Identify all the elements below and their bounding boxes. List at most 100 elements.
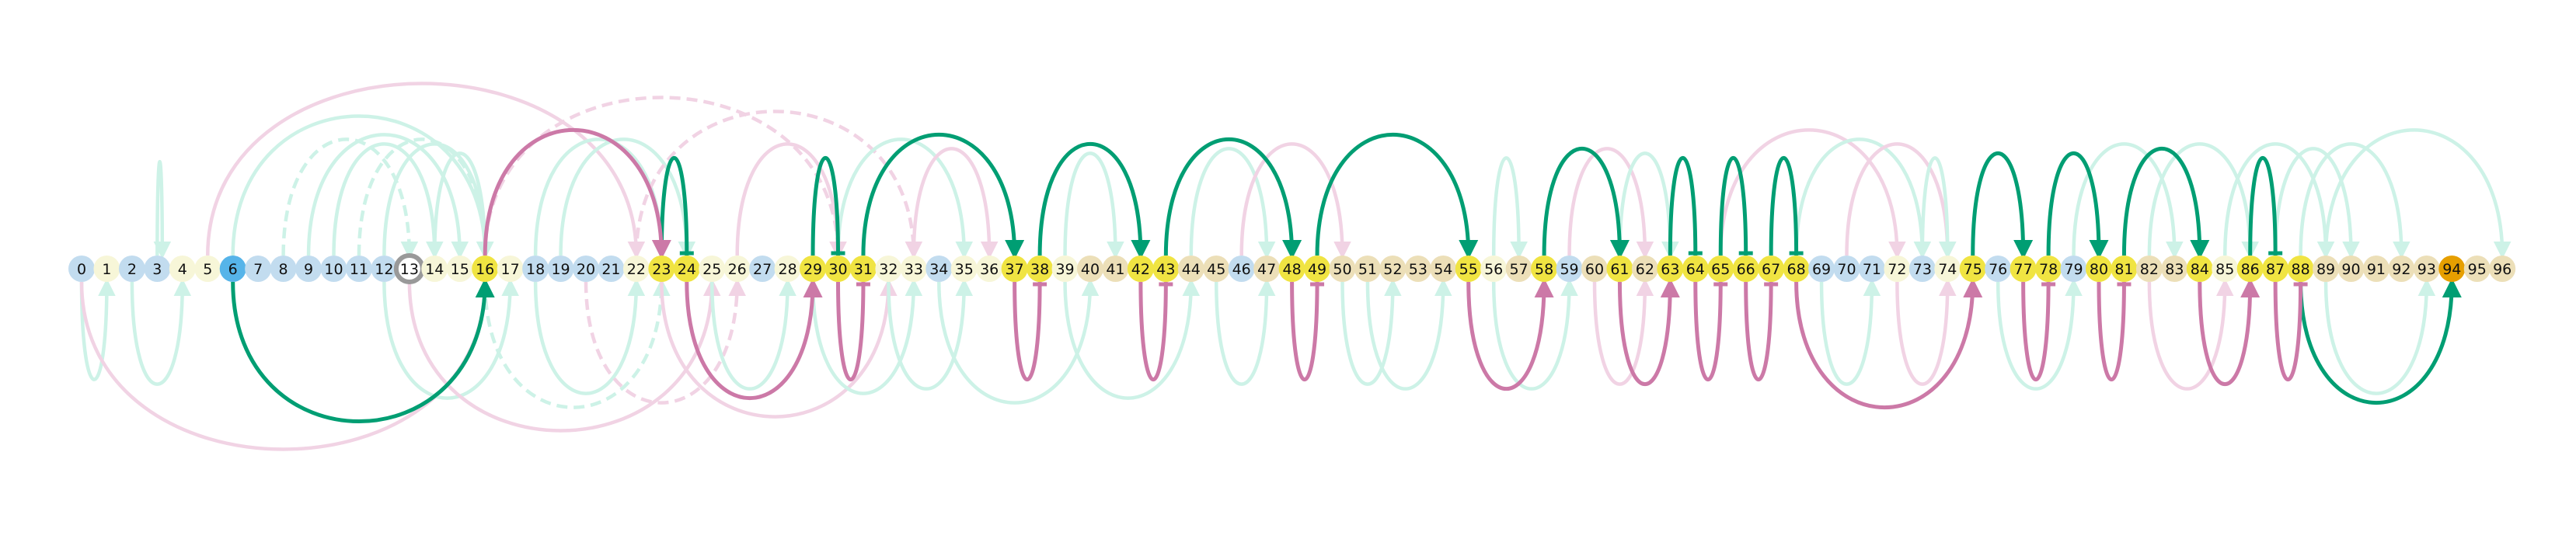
node-circle xyxy=(749,256,776,282)
node-circle xyxy=(1430,256,1457,282)
node-21: 21 xyxy=(598,256,625,282)
node-30: 30 xyxy=(824,256,852,282)
edge-42-43 xyxy=(1138,281,1168,382)
node-layer: 0 1 2 3 4 5 6 7 8 9 10 11 12 13 14 15 16 17 18 19 20 21 22 23 24… xyxy=(68,253,2516,284)
node-circle xyxy=(1833,256,1860,282)
node-22: 22 xyxy=(622,256,650,282)
node-circle xyxy=(673,256,700,282)
edge-12-17 xyxy=(382,278,519,400)
node-label: 52 xyxy=(1383,261,1402,278)
node-circle xyxy=(1329,256,1356,282)
node-label: 17 xyxy=(501,261,520,278)
node-label: 11 xyxy=(350,261,368,278)
edge-43-48 xyxy=(1163,137,1302,259)
edge-0-1 xyxy=(79,278,116,381)
node-89: 89 xyxy=(2313,256,2340,282)
node-24: 24 xyxy=(673,256,700,282)
node-label: 47 xyxy=(1257,261,1276,278)
edge-23-32 xyxy=(660,278,898,419)
node-circle xyxy=(1959,256,1986,282)
node-circle xyxy=(1732,256,1759,282)
node-16: 16 xyxy=(472,256,499,282)
edge-61-63 xyxy=(1617,278,1680,386)
node-label: 83 xyxy=(2165,261,2184,278)
node-label: 21 xyxy=(601,261,620,278)
edge-19-24 xyxy=(559,137,696,259)
node-label: 81 xyxy=(2114,261,2133,278)
node-label: 33 xyxy=(905,261,923,278)
edge-6-16 xyxy=(231,278,495,423)
node-circle xyxy=(950,256,978,282)
edge-26-30 xyxy=(735,142,847,259)
node-circle xyxy=(472,256,499,282)
node-circle xyxy=(345,256,372,282)
node-2: 2 xyxy=(118,256,145,282)
node-circle xyxy=(1505,256,1532,282)
node-label: 22 xyxy=(627,261,646,278)
node-label: 19 xyxy=(551,261,570,278)
node-label: 96 xyxy=(2493,261,2512,278)
node-63: 63 xyxy=(1657,256,1684,282)
node-28: 28 xyxy=(774,256,801,282)
node-label: 23 xyxy=(652,261,671,278)
edge-16-23 xyxy=(483,278,671,409)
edge-55-58 xyxy=(1466,278,1554,391)
edge-67-68 xyxy=(1769,155,1799,256)
edge-69-71 xyxy=(1819,278,1881,386)
node-circle xyxy=(2135,256,2163,282)
node-circle xyxy=(1354,256,1381,282)
edge-89-96 xyxy=(2323,128,2512,259)
node-90: 90 xyxy=(2337,256,2365,282)
node-8: 8 xyxy=(270,256,297,282)
node-52: 52 xyxy=(1379,256,1407,282)
node-84: 84 xyxy=(2186,256,2213,282)
node-36: 36 xyxy=(976,256,1003,282)
node-55: 55 xyxy=(1455,256,1482,282)
node-50: 50 xyxy=(1329,256,1356,282)
edge-68-73 xyxy=(1794,137,1932,259)
node-label: 64 xyxy=(1686,261,1705,278)
node-label: 44 xyxy=(1182,261,1201,278)
node-circle xyxy=(774,256,801,282)
node-circle xyxy=(522,256,549,282)
node-circle xyxy=(68,256,95,282)
node-label: 91 xyxy=(2367,261,2386,278)
node-27: 27 xyxy=(749,256,776,282)
edge-82-86 xyxy=(2147,142,2259,259)
node-26: 26 xyxy=(723,256,751,282)
edge-65-66 xyxy=(1718,155,1748,256)
node-label: 74 xyxy=(1938,261,1957,278)
edge-77-78 xyxy=(2021,281,2051,382)
node-circle xyxy=(1127,256,1154,282)
node-60: 60 xyxy=(1581,256,1608,282)
node-label: 76 xyxy=(1989,261,2007,278)
edge-44-47 xyxy=(1189,147,1276,259)
node-circle xyxy=(1228,256,1255,282)
node-circle xyxy=(1379,256,1407,282)
node-17: 17 xyxy=(497,256,524,282)
node-13: 13 xyxy=(393,253,425,284)
node-3: 3 xyxy=(144,256,171,282)
node-label: 40 xyxy=(1081,261,1100,278)
edge-49-55 xyxy=(1315,133,1479,259)
node-85: 85 xyxy=(2212,256,2239,282)
node-circle xyxy=(497,256,524,282)
node-label: 28 xyxy=(779,261,797,278)
node-label: 39 xyxy=(1055,261,1074,278)
node-73: 73 xyxy=(1908,256,1936,282)
node-label: 75 xyxy=(1964,261,1982,278)
node-94: 94 xyxy=(2438,256,2466,282)
node-39: 39 xyxy=(1051,256,1079,282)
node-label: 65 xyxy=(1711,261,1730,278)
edge-63-64 xyxy=(1668,155,1698,256)
node-23: 23 xyxy=(648,256,675,282)
node-circle xyxy=(93,256,120,282)
node-label: 58 xyxy=(1535,261,1553,278)
node-1: 1 xyxy=(93,256,120,282)
edge-60-62 xyxy=(1592,278,1654,386)
node-label: 46 xyxy=(1232,261,1251,278)
node-circle xyxy=(1631,256,1658,282)
edge-72-74 xyxy=(1895,278,1957,386)
edge-48-49 xyxy=(1290,281,1319,382)
node-circle xyxy=(1707,256,1734,282)
